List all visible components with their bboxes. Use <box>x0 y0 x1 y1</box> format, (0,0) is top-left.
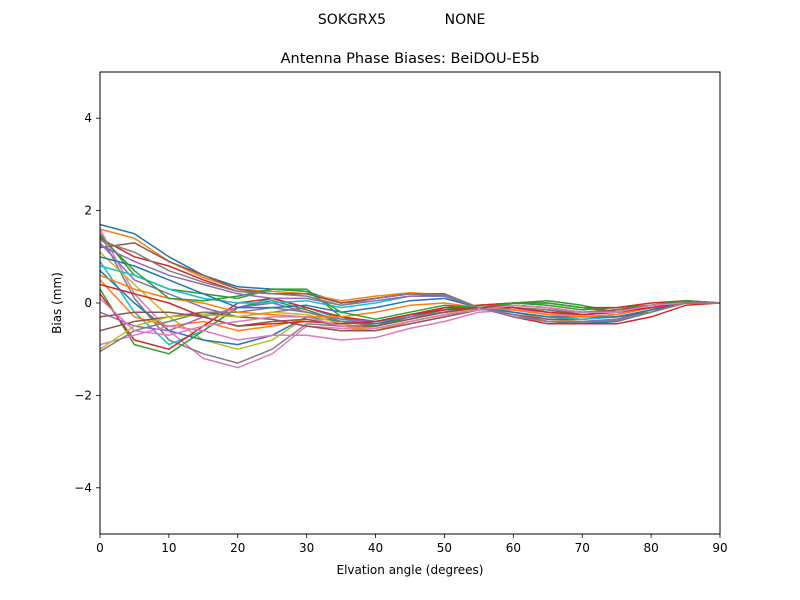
x-tick-label: 80 <box>643 541 658 555</box>
series-line-28 <box>99 239 720 324</box>
y-tick-label: −4 <box>74 481 92 495</box>
series-line-21 <box>99 256 720 318</box>
series-line-26 <box>99 302 720 327</box>
x-tick-label: 0 <box>96 541 104 555</box>
y-axis: −4 −2 0 2 4 <box>74 111 100 495</box>
series-line-22 <box>99 274 720 318</box>
y-tick-label: −2 <box>74 388 92 402</box>
x-axis-label: Elvation angle (degrees) <box>337 563 484 577</box>
x-axis: 0 10 20 30 40 50 60 70 80 90 <box>96 534 728 555</box>
chart-title: Antenna Phase Biases: BeiDOU-E5b <box>281 51 540 67</box>
y-tick-label: 2 <box>84 204 92 218</box>
x-tick-label: 10 <box>161 541 176 555</box>
y-tick-label: 0 <box>84 296 92 310</box>
x-tick-label: 40 <box>368 541 383 555</box>
x-tick-label: 70 <box>575 541 590 555</box>
suptitle-radome: NONE <box>445 12 486 28</box>
x-tick-label: 50 <box>437 541 452 555</box>
series-line-25 <box>99 244 720 323</box>
x-tick-label: 30 <box>299 541 314 555</box>
series-line-27 <box>99 297 720 337</box>
x-tick-label: 90 <box>712 541 727 555</box>
series-layer <box>99 223 721 369</box>
suptitle-station: SOKGRX5 <box>318 12 386 28</box>
x-tick-label: 20 <box>230 541 245 555</box>
y-axis-label: Bias (mm) <box>50 272 64 334</box>
y-tick-label: 4 <box>84 111 92 125</box>
x-tick-label: 60 <box>506 541 521 555</box>
